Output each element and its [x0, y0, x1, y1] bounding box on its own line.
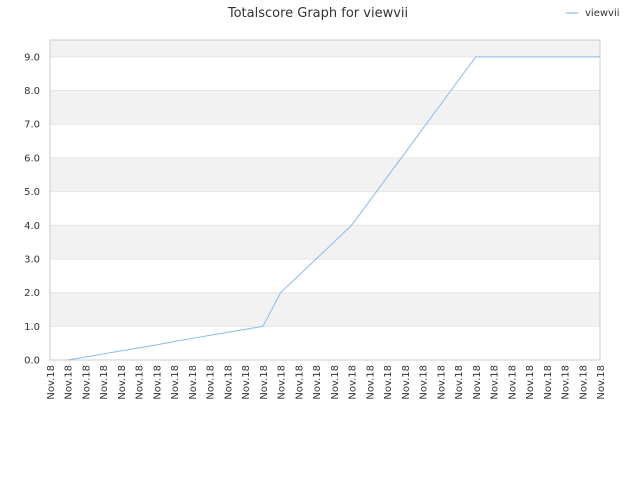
y-tick-label: 8.0	[24, 86, 40, 97]
y-axis: 0.0 1.0 2.0 3.0 4.0 5.0 6.0 7.0 8.0 9.0	[24, 52, 40, 366]
plot-band	[50, 292, 600, 327]
x-tick-label: Nov.18	[330, 365, 341, 400]
y-tick-label: 7.0	[24, 120, 40, 131]
x-tick-label: Nov.18	[401, 365, 412, 400]
x-tick-label: Nov.18	[596, 365, 607, 400]
y-tick-label: 1.0	[24, 322, 40, 333]
x-tick-label: Nov.18	[206, 365, 217, 400]
x-tick-label: Nov.18	[436, 365, 447, 400]
x-tick-label: Nov.18	[454, 365, 465, 400]
x-tick-label: Nov.18	[507, 365, 518, 400]
y-tick-label: 6.0	[24, 153, 40, 164]
x-tick-label: Nov.18	[152, 365, 163, 400]
x-tick-label: Nov.18	[277, 365, 288, 400]
x-tick-label: Nov.18	[223, 365, 234, 400]
plot-band	[50, 225, 600, 259]
x-tick-label: Nov.18	[117, 365, 128, 400]
x-tick-label: Nov.18	[99, 365, 110, 400]
x-tick-label: Nov.18	[365, 365, 376, 400]
grid-lines	[49, 39, 601, 361]
series-layer	[67, 56, 600, 361]
x-tick-label: Nov.18	[490, 365, 501, 400]
x-tick-label: Nov.18	[561, 365, 572, 400]
y-tick-label: 5.0	[24, 187, 40, 198]
x-tick-label: Nov.18	[578, 365, 589, 400]
y-tick-label: 2.0	[24, 288, 40, 299]
x-tick-label: Nov.18	[312, 365, 323, 400]
x-tick-label: Nov.18	[294, 365, 305, 400]
chart-title: Totalscore Graph for viewvii	[227, 6, 408, 21]
x-tick-label: Nov.18	[543, 365, 554, 400]
plot-band	[50, 40, 600, 57]
x-tick-label: Nov.18	[64, 365, 75, 400]
x-tick-label: Nov.18	[241, 365, 252, 400]
legend-label: viewvii	[585, 8, 620, 19]
x-tick-label: Nov.18	[46, 365, 57, 400]
x-tick-label: Nov.18	[135, 365, 146, 400]
x-tick-label: Nov.18	[259, 365, 270, 400]
x-tick-label: Nov.18	[81, 365, 92, 400]
y-tick-label: 0.0	[24, 356, 40, 367]
plot-bands	[50, 40, 600, 327]
chart-legend: viewvii	[566, 8, 620, 19]
x-tick-label: Nov.18	[419, 365, 430, 400]
plot-band	[50, 157, 600, 192]
x-tick-label: Nov.18	[525, 365, 536, 400]
x-axis: Nov.18 Nov.18 Nov.18 Nov.18 Nov.18 Nov.18 Nov.…	[46, 365, 607, 400]
y-tick-label: 3.0	[24, 254, 40, 265]
x-tick-label: Nov.18	[170, 365, 181, 400]
x-tick-label: Nov.18	[188, 365, 199, 400]
series-line-viewvii	[67, 56, 600, 361]
x-tick-label: Nov.18	[348, 365, 359, 400]
y-tick-label: 9.0	[24, 52, 40, 63]
x-tick-label: Nov.18	[383, 365, 394, 400]
plot-band	[50, 90, 600, 125]
x-tick-label: Nov.18	[472, 365, 483, 400]
plot-border	[49, 39, 601, 361]
y-tick-label: 4.0	[24, 221, 40, 232]
